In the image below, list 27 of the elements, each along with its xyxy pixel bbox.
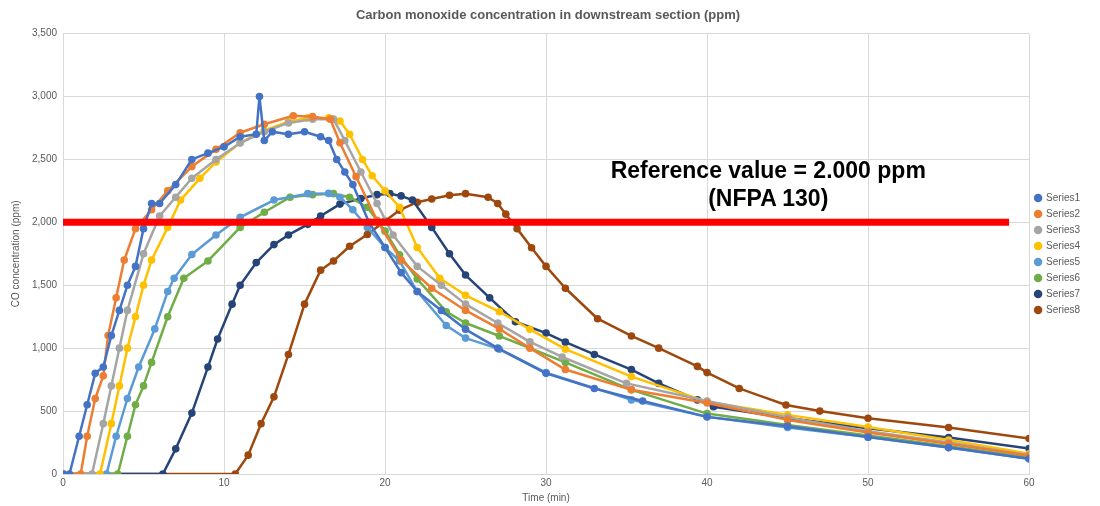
x-axis-title: Time (min) — [522, 491, 570, 503]
legend-label: Series5 — [1046, 255, 1081, 267]
legend-label: Series1 — [1046, 191, 1081, 203]
y-tick-label: 3,000 — [31, 90, 58, 102]
annotation: Reference value = 2.000 ppm (NFPA 130) — [610, 157, 926, 212]
y-tick-label: 0 — [51, 467, 58, 479]
y-tick-label: 3,500 — [31, 27, 58, 39]
x-tick-label: 40 — [701, 476, 714, 488]
y-tick-label: 1,500 — [31, 279, 58, 291]
y-tick-label: 2,500 — [31, 153, 58, 165]
x-tick-label: 30 — [540, 476, 553, 488]
y-tick-label: 2,000 — [31, 216, 58, 228]
legend-label: Series7 — [1046, 287, 1081, 299]
chart-title: Carbon monoxide concentration in downstream section (ppm) — [355, 7, 741, 23]
x-tick-label: 20 — [379, 476, 392, 488]
x-tick-label: 60 — [1023, 476, 1036, 488]
legend-label: Series8 — [1046, 303, 1081, 315]
legend-label: Series2 — [1046, 207, 1081, 219]
legend-label: Series4 — [1046, 239, 1081, 251]
x-tick-label: 10 — [218, 476, 231, 488]
x-tick-label: 0 — [60, 476, 67, 488]
legend-label: Series3 — [1046, 223, 1081, 235]
legend-label: Series6 — [1046, 271, 1081, 283]
x-tick-label: 50 — [862, 476, 875, 488]
y-tick-label: 1,000 — [31, 341, 58, 353]
y-tick-label: 500 — [40, 404, 58, 416]
y-axis-title: CO concentration (ppm) — [9, 200, 21, 308]
